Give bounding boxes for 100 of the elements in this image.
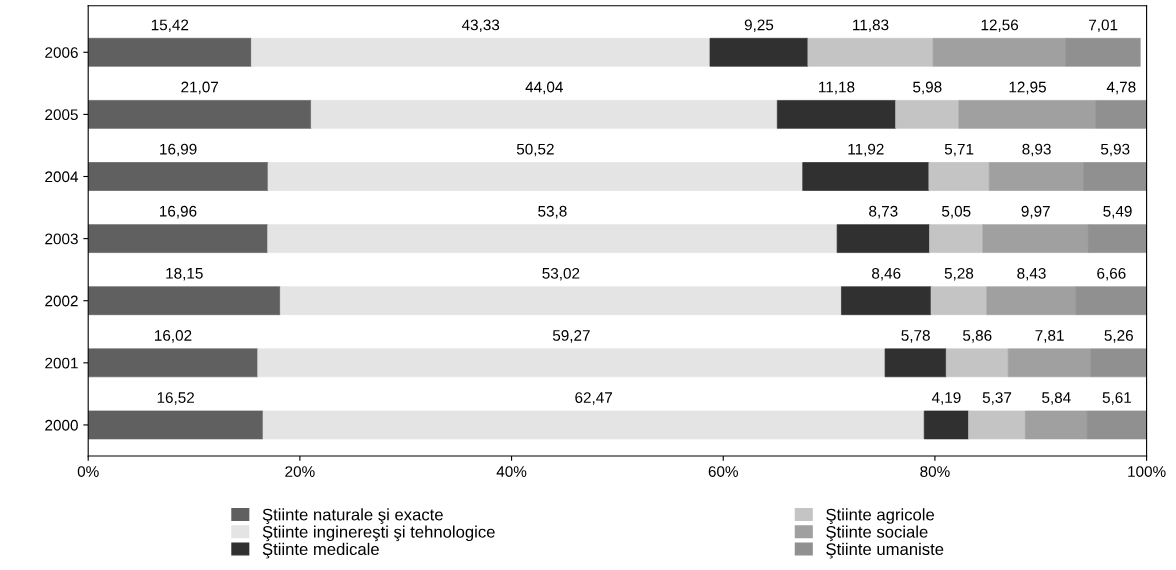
bar <box>88 37 252 67</box>
bar <box>279 286 842 316</box>
bar <box>776 100 896 129</box>
bar <box>982 224 1089 253</box>
data-label: 5,37 <box>982 392 1012 405</box>
bar <box>884 348 947 378</box>
y-tick-label: 2006 <box>45 47 78 58</box>
bar <box>1065 37 1141 67</box>
bar <box>251 37 711 67</box>
data-label: 5,86 <box>963 330 992 343</box>
bar <box>88 100 312 129</box>
data-label: 5,93 <box>1100 143 1130 157</box>
data-label: 21,07 <box>181 81 219 95</box>
data-label: 5,28 <box>944 267 974 281</box>
x-tick-label: 20% <box>285 466 315 477</box>
data-label: 4,78 <box>1106 81 1136 95</box>
bar <box>1090 348 1147 378</box>
bar <box>1086 410 1147 440</box>
data-label: 7,01 <box>1089 19 1118 33</box>
x-tick-label: 60% <box>708 466 738 477</box>
bar <box>945 348 1009 378</box>
bar <box>1025 410 1088 440</box>
data-label: 5,49 <box>1103 205 1132 219</box>
y-tick-label: 2003 <box>45 233 78 245</box>
data-label: 16,02 <box>155 330 192 343</box>
bar <box>958 100 1097 129</box>
legend-label: Ştiinte inginereşti şi tehnologice <box>262 525 495 542</box>
legend-label: Ştiinte medicale <box>262 542 379 559</box>
data-label: 11,18 <box>819 81 855 95</box>
bar <box>267 224 838 253</box>
x-tick-label: 40% <box>496 466 527 477</box>
data-label: 7,81 <box>1035 330 1064 343</box>
data-label: 18,15 <box>166 267 203 281</box>
data-label: 5,05 <box>941 205 971 219</box>
bar <box>923 410 969 440</box>
bar <box>930 286 988 316</box>
bar <box>310 100 778 129</box>
bar <box>88 410 264 440</box>
data-label: 8,73 <box>869 205 898 219</box>
data-label: 11,92 <box>848 143 884 157</box>
x-tick-label: 80% <box>920 466 950 477</box>
data-label: 16,96 <box>160 205 197 219</box>
data-label: 16,52 <box>157 392 194 405</box>
data-label: 5,61 <box>1102 392 1132 405</box>
x-tick-label: 0% <box>77 466 99 477</box>
bar <box>262 410 925 440</box>
x-tick-label: 100% <box>1128 466 1166 477</box>
data-label: 9,25 <box>744 19 774 33</box>
bar <box>988 162 1085 191</box>
data-label: 44,04 <box>525 81 563 95</box>
y-tick-label: 2005 <box>45 109 78 121</box>
legend-label: Ştiinte agricole <box>826 508 935 524</box>
bar <box>1095 100 1147 129</box>
y-tick-label: 2002 <box>45 295 78 307</box>
bar <box>709 37 809 67</box>
bar <box>929 224 984 253</box>
data-label: 11,83 <box>853 19 889 33</box>
data-label: 59,27 <box>552 330 590 343</box>
data-label: 53,8 <box>538 205 567 219</box>
bar <box>1083 162 1147 191</box>
data-label: 6,66 <box>1097 267 1126 281</box>
data-label: 8,93 <box>1022 143 1051 157</box>
data-label: 5,98 <box>913 81 942 95</box>
legend-label: Ştiinte umaniste <box>826 542 944 559</box>
bar <box>968 410 1026 440</box>
bar <box>88 162 269 191</box>
bar <box>1088 224 1147 253</box>
bar <box>88 348 259 378</box>
data-label: 5,26 <box>1104 330 1133 343</box>
legend-label: Ştiinte naturale şi exacte <box>262 508 443 524</box>
bar <box>257 348 886 378</box>
data-label: 62,47 <box>575 392 612 405</box>
bar <box>807 37 934 67</box>
bar <box>895 100 960 129</box>
data-label: 4,19 <box>931 392 961 405</box>
data-label: 5,84 <box>1042 392 1071 405</box>
bar <box>1075 286 1147 316</box>
data-label: 15,42 <box>151 19 189 33</box>
data-label: 53,02 <box>542 267 580 281</box>
y-tick-label: 2001 <box>45 357 78 369</box>
data-label: 12,56 <box>981 19 1019 33</box>
bar <box>88 286 281 316</box>
data-label: 12,95 <box>1009 81 1046 95</box>
data-label: 16,99 <box>160 143 197 157</box>
data-label: 5,78 <box>901 330 930 343</box>
data-label: 43,33 <box>461 19 500 33</box>
data-label: 50,52 <box>516 143 554 157</box>
data-label: 9,97 <box>1021 205 1050 219</box>
data-label: 5,71 <box>944 143 974 157</box>
bar <box>986 286 1077 316</box>
bar <box>836 224 930 253</box>
data-label: 8,46 <box>872 267 901 281</box>
bar <box>841 286 932 316</box>
bar <box>932 37 1067 67</box>
legend-label: Ştiinte sociale <box>826 525 928 542</box>
bar <box>88 224 269 253</box>
y-tick-label: 2004 <box>45 171 79 183</box>
bar <box>267 162 804 191</box>
bar <box>802 162 930 191</box>
bar <box>928 162 990 191</box>
